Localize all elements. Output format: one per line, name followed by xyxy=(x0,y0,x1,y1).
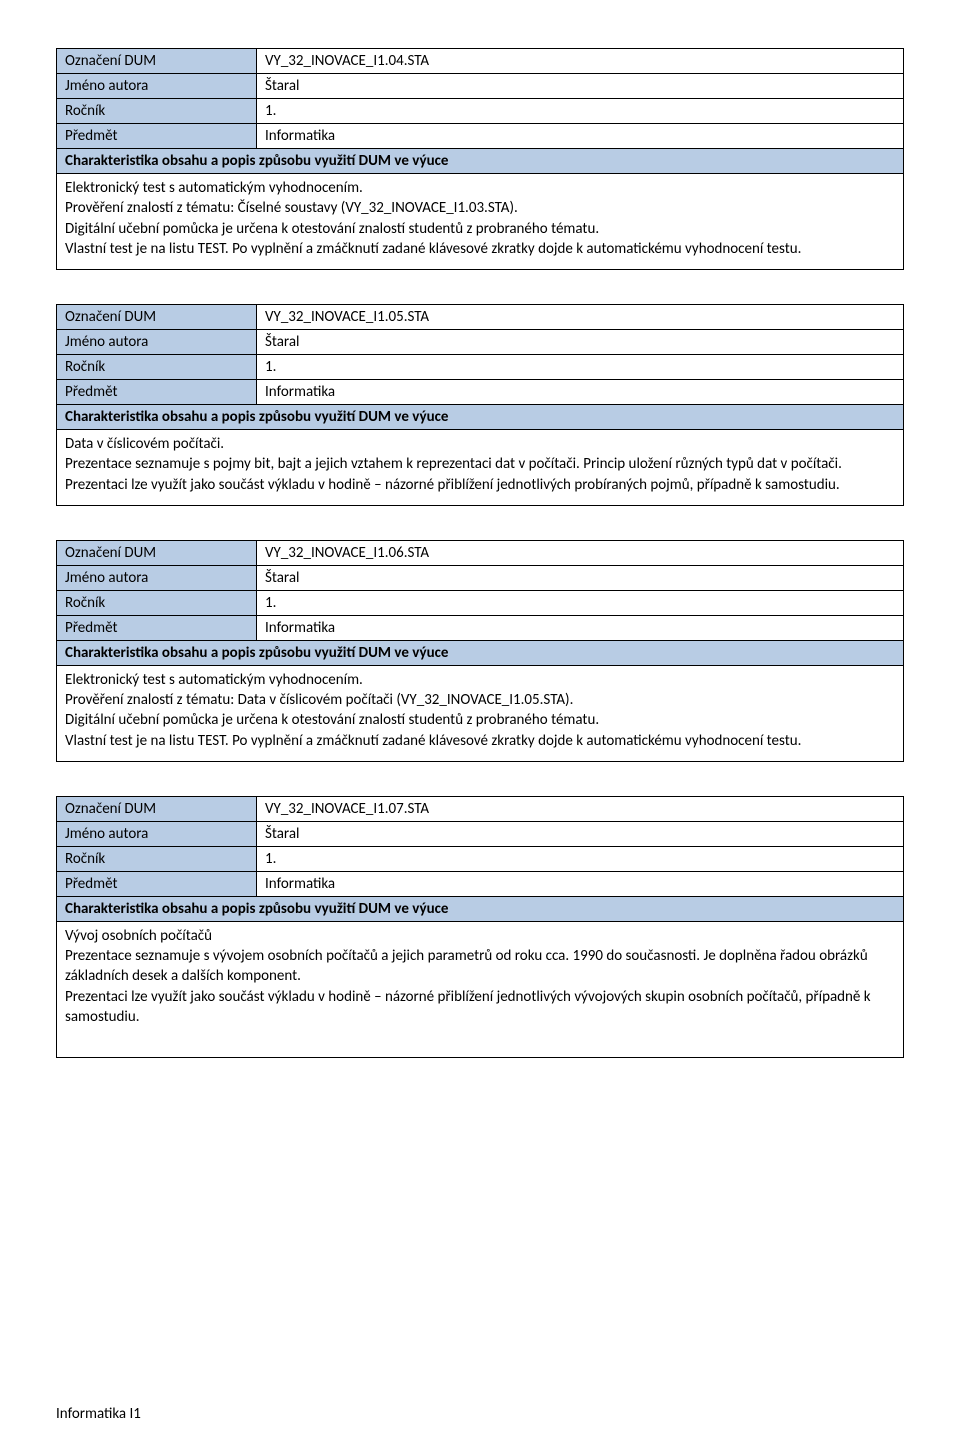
row-rocnik: Ročník 1. xyxy=(57,99,904,124)
value-rocnik: 1. xyxy=(257,846,904,871)
row-jmeno: Jméno autora Štaral xyxy=(57,565,904,590)
value-predmet: Informatika xyxy=(257,380,904,405)
row-predmet: Předmět Informatika xyxy=(57,124,904,149)
meta-table: Označení DUM VY_32_INOVACE_I1.07.STA Jmé… xyxy=(56,796,904,922)
body-text: Data v číslicovém počítači.Prezentace se… xyxy=(56,430,904,506)
row-oznaceni: Označení DUM VY_32_INOVACE_I1.05.STA xyxy=(57,305,904,330)
value-rocnik: 1. xyxy=(257,590,904,615)
row-rocnik: Ročník 1. xyxy=(57,355,904,380)
row-charakteristika-header: Charakteristika obsahu a popis způsobu v… xyxy=(57,640,904,665)
value-jmeno: Štaral xyxy=(257,330,904,355)
dum-card: Označení DUM VY_32_INOVACE_I1.04.STA Jmé… xyxy=(56,48,904,270)
label-jmeno: Jméno autora xyxy=(57,330,257,355)
row-oznaceni: Označení DUM VY_32_INOVACE_I1.07.STA xyxy=(57,796,904,821)
dum-card: Označení DUM VY_32_INOVACE_I1.06.STA Jmé… xyxy=(56,540,904,762)
label-rocnik: Ročník xyxy=(57,355,257,380)
dum-card: Označení DUM VY_32_INOVACE_I1.07.STA Jmé… xyxy=(56,796,904,1059)
label-jmeno: Jméno autora xyxy=(57,74,257,99)
meta-table: Označení DUM VY_32_INOVACE_I1.06.STA Jmé… xyxy=(56,540,904,666)
dum-card: Označení DUM VY_32_INOVACE_I1.05.STA Jmé… xyxy=(56,304,904,506)
label-charakteristika: Charakteristika obsahu a popis způsobu v… xyxy=(57,640,904,665)
label-jmeno: Jméno autora xyxy=(57,565,257,590)
body-text: Elektronický test s automatickým vyhodno… xyxy=(56,174,904,270)
body-text: Elektronický test s automatickým vyhodno… xyxy=(56,666,904,762)
row-oznaceni: Označení DUM VY_32_INOVACE_I1.04.STA xyxy=(57,49,904,74)
label-charakteristika: Charakteristika obsahu a popis způsobu v… xyxy=(57,405,904,430)
label-rocnik: Ročník xyxy=(57,590,257,615)
label-predmet: Předmět xyxy=(57,124,257,149)
label-charakteristika: Charakteristika obsahu a popis způsobu v… xyxy=(57,149,904,174)
row-predmet: Předmět Informatika xyxy=(57,871,904,896)
row-oznaceni: Označení DUM VY_32_INOVACE_I1.06.STA xyxy=(57,540,904,565)
row-jmeno: Jméno autora Štaral xyxy=(57,821,904,846)
value-rocnik: 1. xyxy=(257,99,904,124)
value-oznaceni: VY_32_INOVACE_I1.06.STA xyxy=(257,540,904,565)
label-rocnik: Ročník xyxy=(57,99,257,124)
row-rocnik: Ročník 1. xyxy=(57,590,904,615)
meta-table: Označení DUM VY_32_INOVACE_I1.04.STA Jmé… xyxy=(56,48,904,174)
row-jmeno: Jméno autora Štaral xyxy=(57,74,904,99)
label-rocnik: Ročník xyxy=(57,846,257,871)
value-oznaceni: VY_32_INOVACE_I1.05.STA xyxy=(257,305,904,330)
row-charakteristika-header: Charakteristika obsahu a popis způsobu v… xyxy=(57,896,904,921)
label-oznaceni: Označení DUM xyxy=(57,796,257,821)
row-predmet: Předmět Informatika xyxy=(57,615,904,640)
meta-table: Označení DUM VY_32_INOVACE_I1.05.STA Jmé… xyxy=(56,304,904,430)
value-rocnik: 1. xyxy=(257,355,904,380)
value-oznaceni: VY_32_INOVACE_I1.04.STA xyxy=(257,49,904,74)
row-predmet: Předmět Informatika xyxy=(57,380,904,405)
value-jmeno: Štaral xyxy=(257,821,904,846)
label-predmet: Předmět xyxy=(57,380,257,405)
label-charakteristika: Charakteristika obsahu a popis způsobu v… xyxy=(57,896,904,921)
label-predmet: Předmět xyxy=(57,871,257,896)
row-rocnik: Ročník 1. xyxy=(57,846,904,871)
value-jmeno: Štaral xyxy=(257,74,904,99)
row-charakteristika-header: Charakteristika obsahu a popis způsobu v… xyxy=(57,149,904,174)
label-oznaceni: Označení DUM xyxy=(57,540,257,565)
label-jmeno: Jméno autora xyxy=(57,821,257,846)
row-jmeno: Jméno autora Štaral xyxy=(57,330,904,355)
page-footer: Informatika I1 xyxy=(56,1405,141,1423)
body-text: Vývoj osobních počítačůPrezentace seznam… xyxy=(56,922,904,1059)
row-charakteristika-header: Charakteristika obsahu a popis způsobu v… xyxy=(57,405,904,430)
label-predmet: Předmět xyxy=(57,615,257,640)
value-jmeno: Štaral xyxy=(257,565,904,590)
value-predmet: Informatika xyxy=(257,124,904,149)
value-predmet: Informatika xyxy=(257,871,904,896)
label-oznaceni: Označení DUM xyxy=(57,305,257,330)
value-predmet: Informatika xyxy=(257,615,904,640)
label-oznaceni: Označení DUM xyxy=(57,49,257,74)
value-oznaceni: VY_32_INOVACE_I1.07.STA xyxy=(257,796,904,821)
